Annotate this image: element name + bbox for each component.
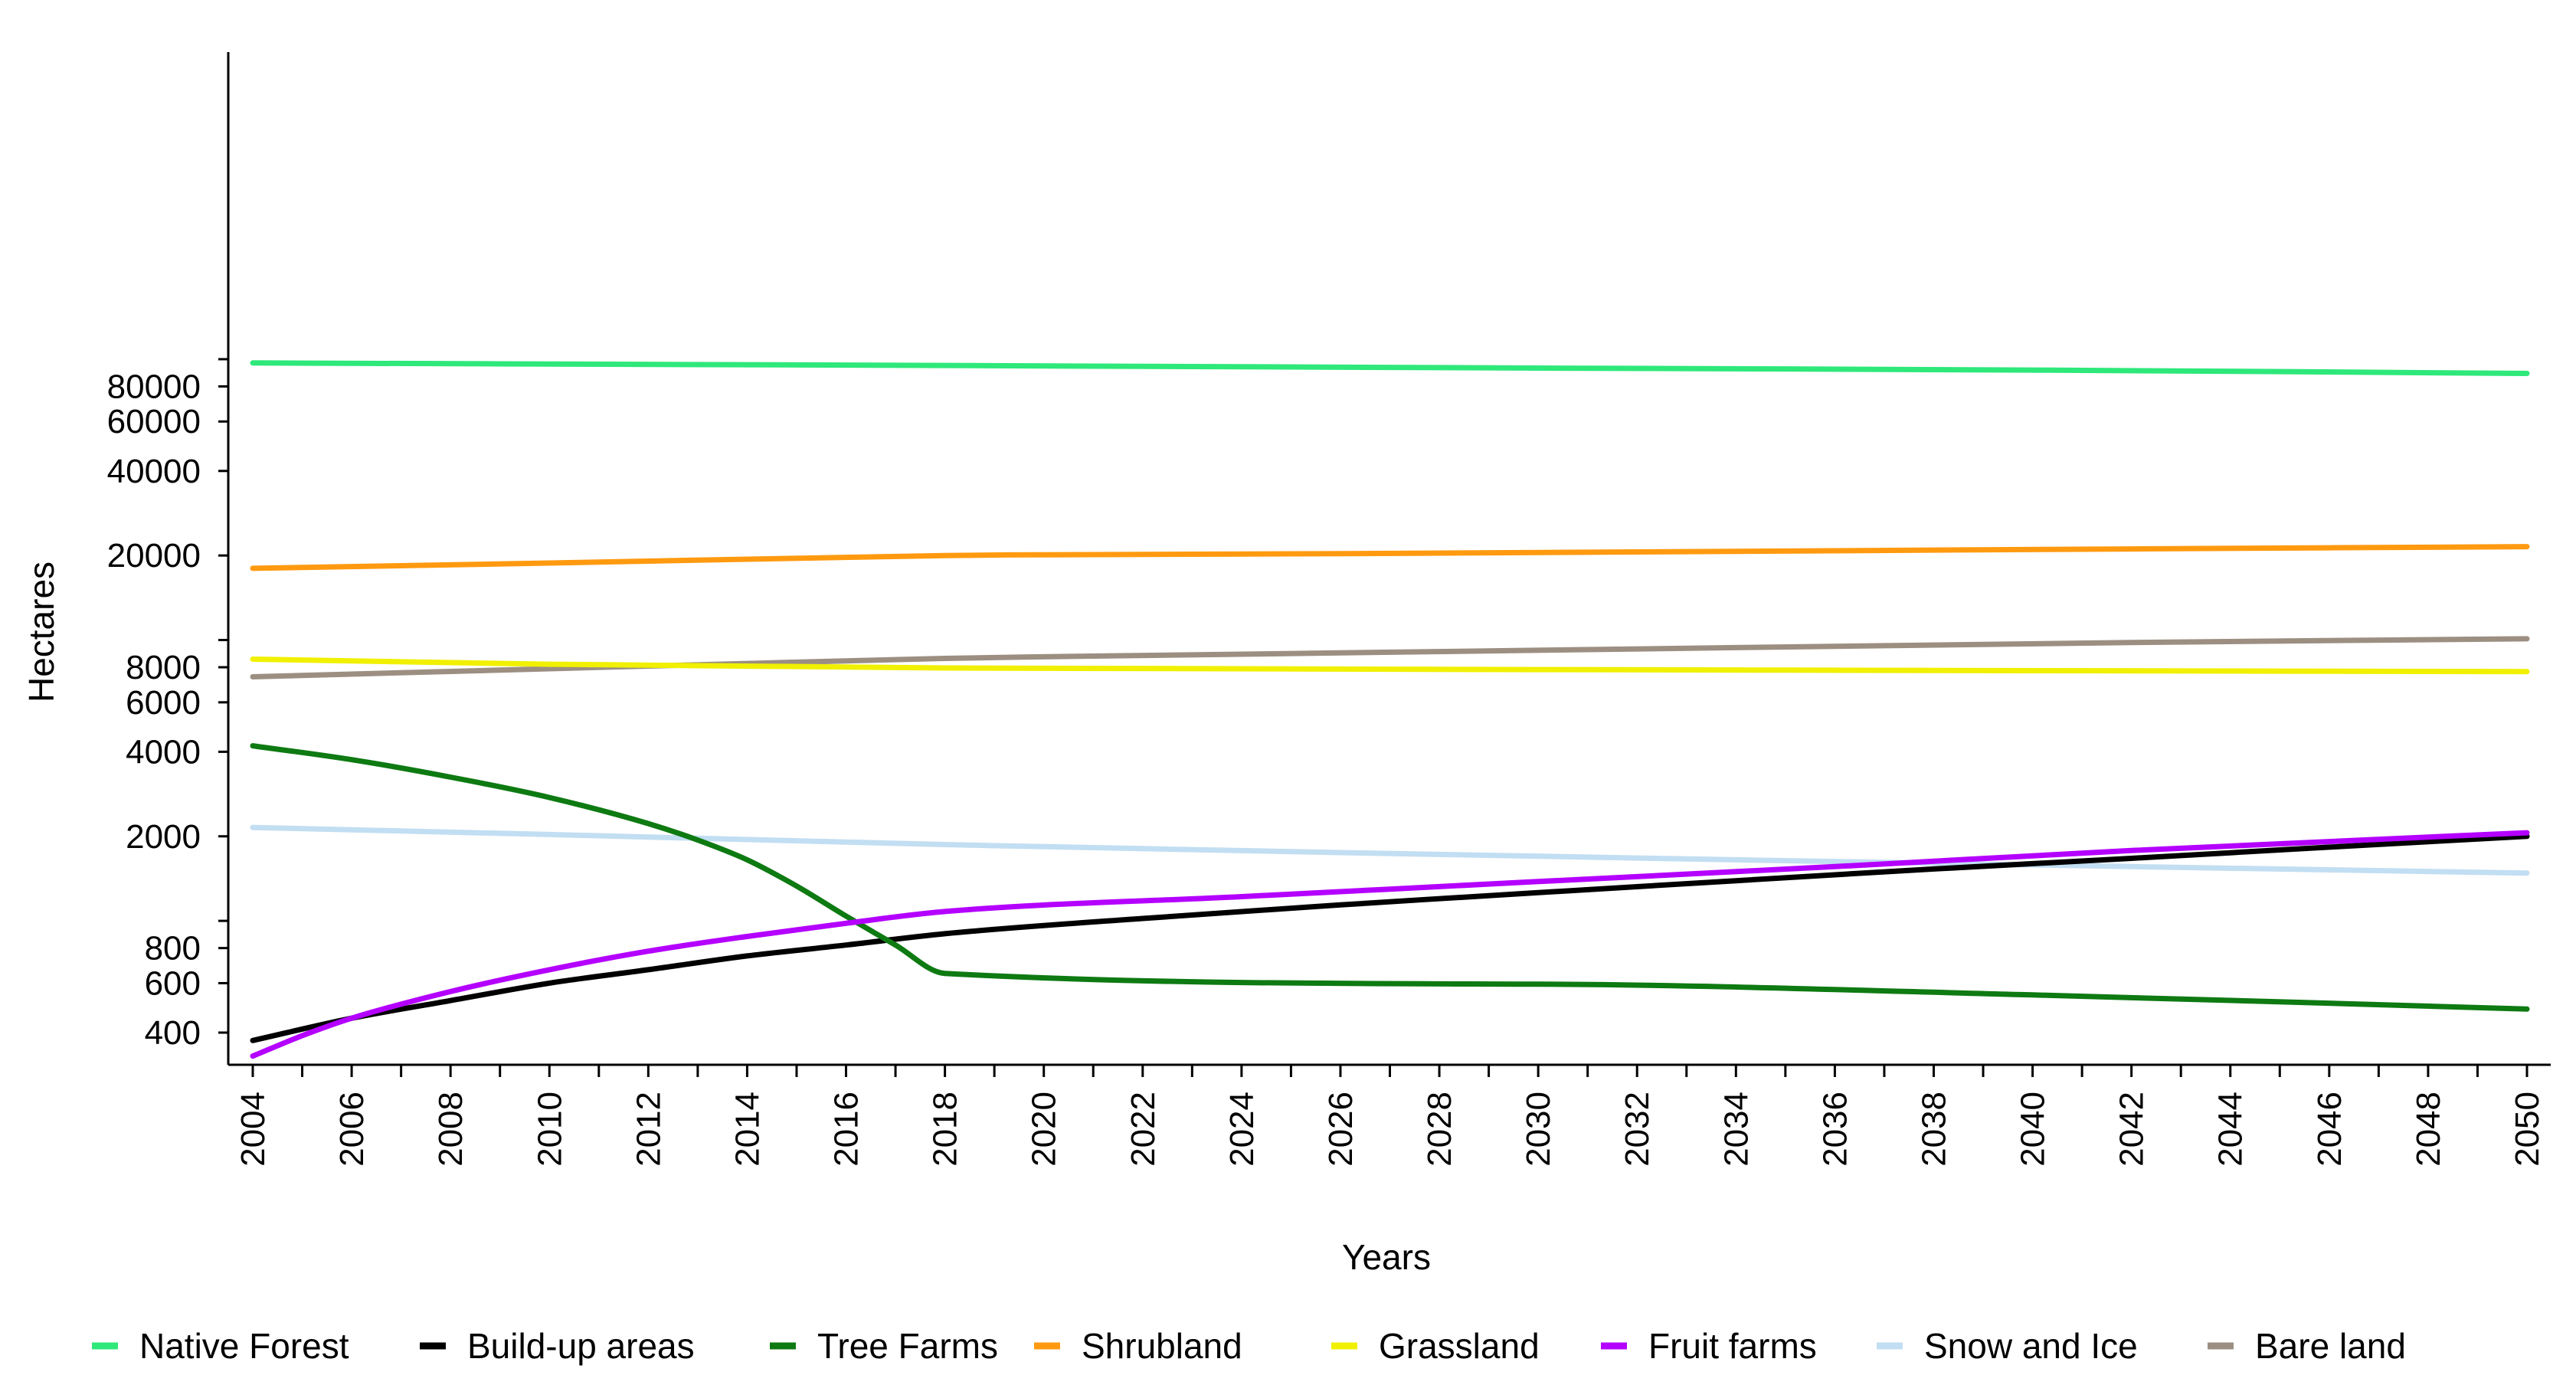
x-tick-label: 2034 bbox=[1717, 1092, 1755, 1167]
series-line-grassland bbox=[250, 656, 2530, 675]
x-tick-label: 2048 bbox=[2410, 1092, 2447, 1167]
x-tick-label: 2044 bbox=[2212, 1092, 2250, 1167]
x-tick-label: 2026 bbox=[1322, 1092, 1360, 1167]
x-tick-label: 2014 bbox=[728, 1092, 766, 1167]
legend-label: Native Forest bbox=[139, 1326, 349, 1366]
x-tick-label: 2012 bbox=[630, 1092, 667, 1167]
x-tick-label: 2008 bbox=[432, 1092, 470, 1167]
legend-item-shrubland: Shrubland bbox=[1034, 1326, 1242, 1366]
x-tick-label: 2046 bbox=[2311, 1092, 2349, 1167]
x-tick-label: 2018 bbox=[927, 1092, 964, 1167]
x-tick-label: 2050 bbox=[2509, 1092, 2546, 1167]
legend-item-snow-and-ice: Snow and Ice bbox=[1877, 1326, 2138, 1366]
x-tick-label: 2020 bbox=[1026, 1092, 1063, 1167]
y-tick-label: 600 bbox=[145, 964, 201, 1002]
series-line-fruit-farms bbox=[250, 830, 2530, 1059]
y-tick-label: 800 bbox=[145, 930, 201, 967]
x-tick-label: 2024 bbox=[1223, 1092, 1261, 1167]
series-line-shrubland bbox=[250, 544, 2530, 571]
legend-label: Build-up areas bbox=[467, 1326, 695, 1366]
legend-item-tree-farms: Tree Farms bbox=[770, 1326, 998, 1366]
legend-label: Bare land bbox=[2255, 1326, 2406, 1366]
series-line-tree-farms bbox=[250, 743, 2530, 1012]
legend-label: Snow and Ice bbox=[1924, 1326, 2138, 1366]
y-tick-label: 4000 bbox=[126, 733, 201, 771]
x-tick-label: 2030 bbox=[1520, 1092, 1557, 1167]
series-lines bbox=[250, 360, 2530, 1059]
y-tick-label: 60000 bbox=[107, 403, 201, 440]
legend-label: Tree Farms bbox=[817, 1326, 998, 1366]
series-line-bare-land bbox=[250, 636, 2530, 679]
x-tick-label: 2028 bbox=[1421, 1092, 1458, 1167]
x-tick-label: 2022 bbox=[1124, 1092, 1162, 1167]
y-axis-label: Hectares bbox=[21, 561, 61, 702]
legend-item-grassland: Grassland bbox=[1331, 1326, 1540, 1366]
legend-label: Shrubland bbox=[1082, 1326, 1242, 1366]
y-tick-label: 80000 bbox=[107, 368, 201, 405]
x-tick-label: 2036 bbox=[1816, 1092, 1854, 1167]
legend-label: Grassland bbox=[1379, 1326, 1540, 1366]
legend: Native Forest Build-up areas Tree Farms Shr… bbox=[92, 1326, 2406, 1366]
legend-label: Fruit farms bbox=[1648, 1326, 1817, 1366]
y-tick-label: 6000 bbox=[126, 684, 201, 722]
x-tick-label: 2038 bbox=[1915, 1092, 1952, 1167]
y-tick-label: 2000 bbox=[126, 818, 201, 856]
series-line-native-forest bbox=[250, 360, 2530, 376]
x-tick-label: 2032 bbox=[1619, 1092, 1656, 1167]
legend-item-fruit-farms: Fruit farms bbox=[1601, 1326, 1817, 1366]
legend-item-build-up-areas: Build-up areas bbox=[420, 1326, 695, 1366]
x-tick-label: 2042 bbox=[2113, 1092, 2151, 1167]
y-tick-label: 8000 bbox=[126, 649, 201, 686]
y-tick-label: 40000 bbox=[107, 453, 201, 490]
x-tick-label: 2004 bbox=[234, 1092, 272, 1167]
x-tick-label: 2040 bbox=[2015, 1092, 2052, 1167]
x-tick-label: 2016 bbox=[828, 1092, 866, 1167]
x-axis-label: Years bbox=[1342, 1237, 1431, 1277]
x-tick-label: 2006 bbox=[333, 1092, 371, 1167]
x-tick-label: 2010 bbox=[531, 1092, 568, 1167]
x-axis: 2004 2006 2008 2010 2012 2014 2016 2018 2020 2022… bbox=[228, 1063, 2551, 1167]
legend-item-native-forest: Native Forest bbox=[92, 1326, 349, 1366]
y-tick-label: 400 bbox=[145, 1014, 201, 1052]
series-line-build-up-areas bbox=[250, 833, 2530, 1043]
y-tick-label: 20000 bbox=[107, 537, 201, 575]
series-line-snow-and-ice bbox=[250, 824, 2530, 876]
legend-item-bare-land: Bare land bbox=[2208, 1326, 2406, 1366]
